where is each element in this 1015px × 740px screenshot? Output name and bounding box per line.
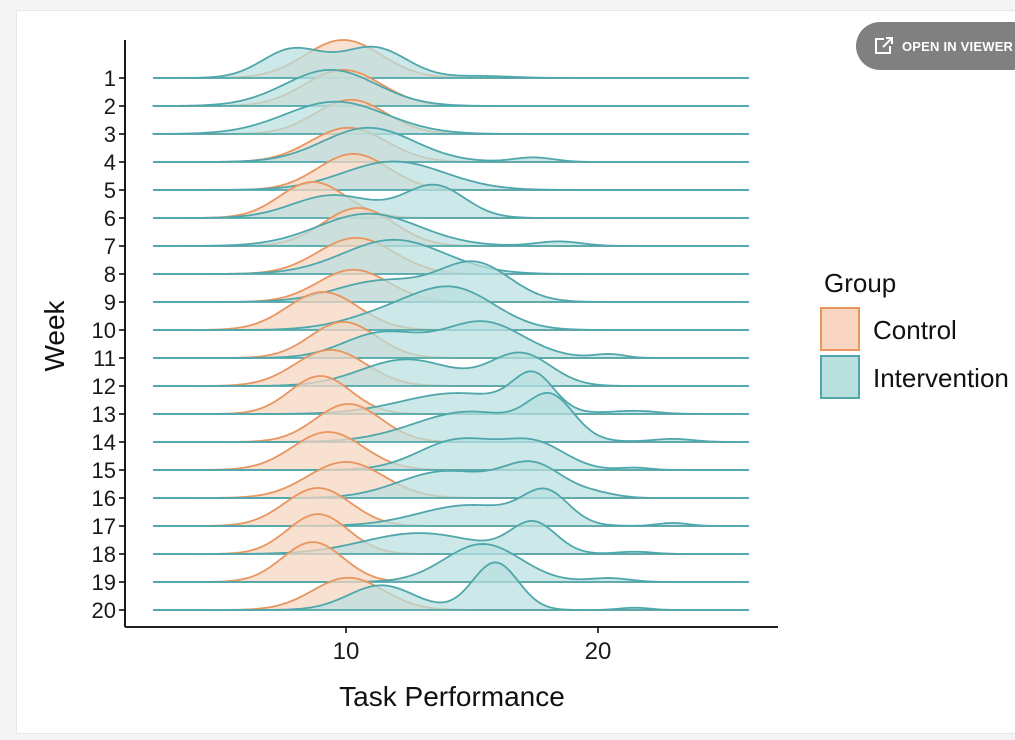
y-tick-label-13: 13 (92, 402, 116, 427)
ridge-fill-intervention-week-19 (153, 544, 749, 582)
x-tick-label-10: 10 (333, 638, 360, 665)
legend-title: Group (824, 268, 896, 298)
ridge-fill-intervention-week-1 (153, 46, 749, 78)
y-axis-title: Week (39, 299, 70, 371)
ridge-fill-intervention-week-18 (153, 520, 749, 554)
y-tick-label-17: 17 (92, 514, 116, 539)
legend-label-control: Control (873, 315, 957, 345)
open-in-viewer-label: OPEN IN VIEWER (902, 38, 1014, 54)
ridge-fill-control-week-9 (153, 269, 749, 302)
y-tick-label-10: 10 (92, 318, 116, 343)
ridges-layer (152, 39, 749, 611)
ridge-fill-intervention-week-3 (153, 101, 749, 134)
ridge-fill-intervention-week-12 (153, 352, 749, 386)
ridge-fill-control-week-14 (153, 404, 749, 442)
ridge-fill-control-week-13 (153, 376, 749, 414)
y-tick-label-12: 12 (92, 374, 116, 399)
ridge-fill-intervention-week-14 (153, 392, 749, 442)
ridge-fill-control-week-5 (153, 153, 749, 190)
y-tick-label-11: 11 (93, 346, 116, 371)
y-tick-label-7: 7 (104, 234, 116, 259)
ridge-fill-control-week-17 (153, 488, 749, 526)
external-link-icon (875, 37, 893, 54)
ridge-fill-control-week-16 (153, 461, 749, 498)
ridge-fill-intervention-week-8 (153, 239, 749, 274)
y-tick-label-9: 9 (104, 290, 116, 315)
ridge-fill-control-week-10 (153, 292, 749, 330)
y-tick-label-18: 18 (92, 542, 116, 567)
y-tick-label-20: 20 (92, 598, 116, 623)
ridge-fill-intervention-week-10 (153, 286, 749, 330)
ridge-fill-intervention-week-4 (153, 127, 749, 162)
y-tick-label-2: 2 (104, 94, 116, 119)
ridge-fill-control-week-8 (153, 237, 749, 274)
ridge-fill-control-week-11 (153, 321, 749, 358)
y-tick-label-5: 5 (104, 178, 116, 203)
y-tick-label-19: 19 (92, 570, 116, 595)
y-tick-label-6: 6 (104, 206, 116, 231)
ridge-fill-control-week-12 (153, 349, 749, 386)
y-tick-label-8: 8 (104, 262, 116, 287)
y-tick-label-16: 16 (92, 486, 116, 511)
open-in-viewer-button[interactable]: OPEN IN VIEWER (856, 22, 1015, 70)
x-axis-title: Task Performance (339, 681, 565, 712)
x-tick-label-20: 20 (585, 638, 612, 665)
ridge-fill-control-week-20 (153, 577, 749, 610)
legend-label-intervention: Intervention (873, 363, 1009, 393)
ridge-fill-intervention-week-11 (153, 321, 749, 358)
ridge-fill-control-week-19 (153, 542, 749, 582)
ridge-fill-intervention-week-6 (153, 184, 749, 218)
y-tick-label-4: 4 (104, 150, 116, 175)
y-tick-label-14: 14 (92, 430, 116, 455)
ridge-fill-intervention-week-13 (153, 371, 749, 414)
ridge-fill-intervention-week-16 (153, 461, 749, 498)
ridge-fill-intervention-week-15 (153, 438, 749, 470)
legend-key-intervention (820, 355, 860, 399)
ridge-fill-intervention-week-7 (153, 213, 749, 246)
ridge-fill-intervention-week-2 (153, 69, 749, 106)
y-tick-label-15: 15 (92, 458, 116, 483)
legend-key-control (820, 307, 860, 351)
y-tick-label-1: 1 (104, 66, 116, 91)
legend: Group Control Intervention (820, 268, 1009, 399)
y-tick-label-3: 3 (104, 122, 116, 147)
ridge-fill-intervention-week-9 (153, 261, 749, 302)
